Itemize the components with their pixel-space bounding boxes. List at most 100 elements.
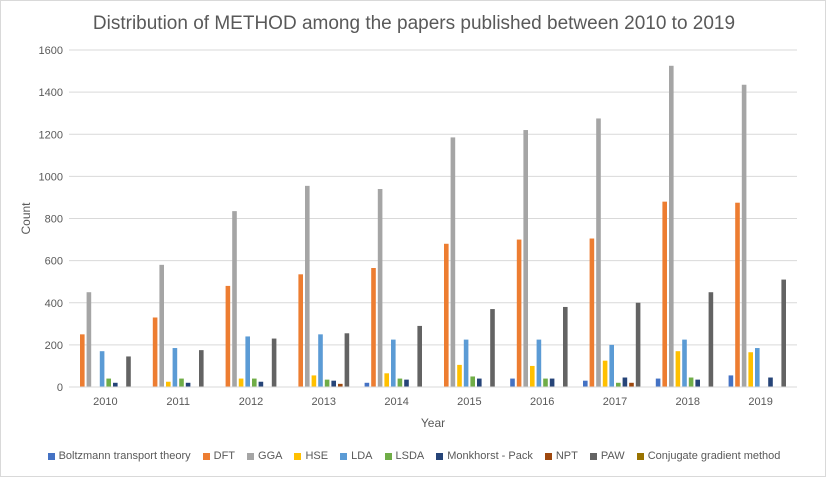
x-tick-label: 2010 [93,396,117,408]
y-tick-label: 1400 [39,87,63,99]
bar-gga-2013 [305,185,310,387]
x-tick-label: 2019 [748,396,772,408]
bar-boltzmann-transport-theory-2014 [364,382,370,387]
bar-gga-2012 [232,211,237,387]
bar-boltzmann-transport-theory-2018 [655,378,661,387]
bar-hse-2013 [311,375,317,387]
legend-item: LDA [340,450,373,462]
x-axis-title: Year [421,416,445,430]
bar-hse-2018 [675,351,681,387]
legend-label: GGA [258,450,283,462]
legend-item: DFT [202,450,236,462]
x-tick-label: 2018 [676,396,700,408]
legend-item: Boltzmann transport theory [47,450,191,462]
bar-lsda-2011 [179,378,184,387]
bar-monkhorst-pack-2017 [622,377,628,387]
legend-swatch [47,452,55,460]
bar-gga-2015 [450,137,456,387]
bar-hse-2012 [238,378,244,387]
bar-lsda-2018 [688,377,694,387]
bar-monkhorst-pack-2013 [331,380,336,387]
bar-gga-2016 [523,130,528,387]
y-tick-label: 1000 [39,171,63,183]
bar-gga-2010 [86,292,92,387]
bar-monkhorst-pack-2012 [258,381,264,387]
x-tick-label: 2016 [530,396,554,408]
legend-item: PAW [589,450,625,462]
x-tick-label: 2014 [384,396,408,408]
bar-npt-2013 [338,383,343,387]
legend-swatch [202,452,210,460]
bar-lda-2016 [536,339,542,387]
bar-dft-2018 [662,201,667,387]
y-tick-label: 600 [45,256,63,268]
bar-dft-2019 [735,202,740,387]
legend-item: HSE [294,450,328,462]
legend-label: HSE [305,450,329,462]
bar-boltzmann-transport-theory-2016 [510,378,515,387]
legend-swatch [340,452,348,460]
bar-dft-2014 [371,267,376,387]
chart-title: Distribution of METHOD among the papers … [92,13,736,34]
bar-hse-2011 [166,381,171,387]
bar-paw-2018 [708,292,714,387]
x-tick-label: 2012 [239,396,263,408]
bar-paw-2012 [271,338,277,387]
y-tick-label: 800 [45,214,63,226]
bar-boltzmann-transport-theory-2019 [728,375,734,387]
bar-paw-2015 [490,309,495,387]
legend-label: Conjugate gradient method [647,450,781,462]
bar-npt-2017 [629,382,634,387]
y-tick-label: 200 [45,340,63,352]
bar-dft-2010 [80,334,85,387]
x-tick-label: 2013 [312,396,336,408]
legend-label: DFT [213,450,236,462]
bar-dft-2011 [152,317,158,387]
y-tick-label: 1600 [39,45,63,57]
bar-lda-2013 [318,334,323,387]
bar-lsda-2016 [543,378,548,387]
bar-hse-2016 [530,365,535,387]
x-tick-label: 2015 [457,396,481,408]
legend-label: LDA [351,450,373,462]
bar-lsda-2014 [397,378,403,387]
legend-swatch [294,452,302,460]
bar-hse-2017 [602,360,608,387]
bar-monkhorst-pack-2015 [477,378,482,387]
legend-swatch [636,452,644,460]
bar-paw-2014 [417,325,422,387]
legend-label: PAW [600,450,625,462]
bar-lda-2015 [463,339,469,387]
bar-lsda-2013 [324,379,330,387]
legend-label: NPT [555,450,578,462]
bar-monkhorst-pack-2011 [185,382,191,387]
bar-lda-2011 [172,348,178,387]
bar-lda-2019 [755,348,760,387]
legend-item: LSDA [384,450,425,462]
bar-dft-2012 [225,285,231,387]
bar-gga-2011 [159,264,164,387]
legend-label: LSDA [395,450,425,462]
bar-paw-2017 [635,302,641,387]
bar-monkhorst-pack-2010 [113,382,118,387]
bar-hse-2019 [748,352,753,387]
y-tick-label: 0 [57,382,63,394]
bar-monkhorst-pack-2014 [404,379,409,387]
bar-lsda-2012 [252,378,257,387]
y-axis-title: Count [19,202,33,235]
bar-lsda-2017 [616,382,621,387]
bar-hse-2014 [384,373,389,387]
legend-label: Monkhorst - Pack [447,450,533,462]
bar-gga-2018 [669,65,674,387]
bar-dft-2013 [298,274,303,387]
bar-lda-2017 [609,344,614,387]
legend-swatch [544,452,552,460]
legend-swatch [247,452,255,460]
bar-dft-2016 [516,239,522,387]
bar-paw-2010 [126,356,131,387]
bar-gga-2017 [596,118,601,387]
bar-dft-2017 [589,238,595,387]
y-tick-label: 1200 [39,129,63,141]
bar-paw-2011 [199,350,204,387]
